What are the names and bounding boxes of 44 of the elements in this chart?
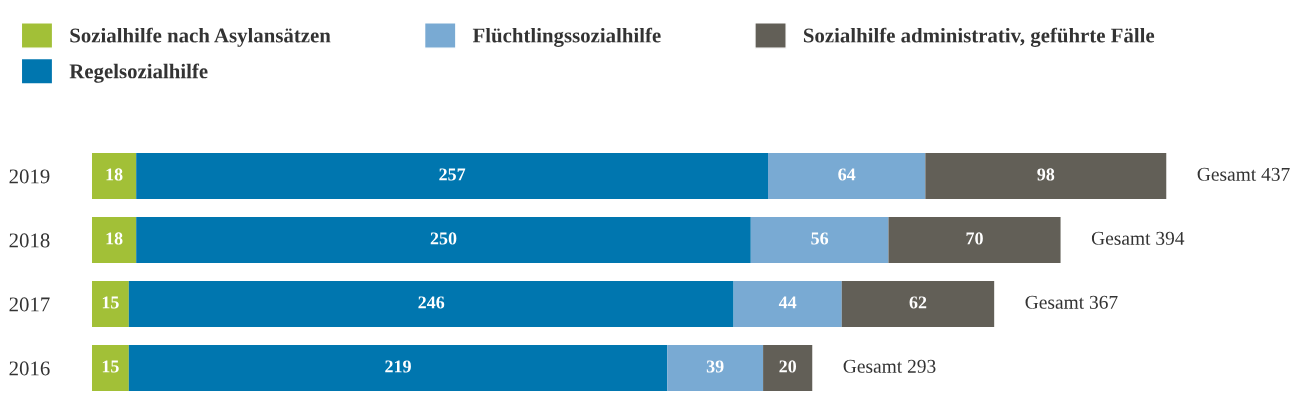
bar [136, 152, 769, 200]
data-label: 64 [838, 168, 856, 181]
data-label: 44 [778, 296, 797, 309]
data-label: 62 [909, 296, 927, 309]
bar [91, 344, 129, 392]
data-label: 39 [706, 360, 724, 373]
y-tick-label: 2017 [9, 297, 50, 312]
total-label: Gesamt 293 [843, 359, 936, 373]
bar [763, 344, 813, 392]
data-label: 15 [102, 296, 119, 309]
data-label: 56 [811, 232, 829, 245]
bar [768, 152, 926, 200]
legend-label: Sozialhilfe administrativ, geführte Fälle [803, 27, 1155, 47]
bar [128, 280, 734, 328]
bar [136, 216, 751, 264]
total-label: Gesamt 394 [1091, 231, 1185, 245]
data-label: 15 [102, 360, 119, 373]
y-tick-label: 2019 [9, 169, 50, 184]
bar [733, 280, 842, 328]
y-tick-label: 2016 [9, 361, 50, 376]
bar [841, 280, 995, 328]
legend-label: Regelsozialhilfe [69, 63, 208, 83]
data-label: 20 [779, 360, 797, 373]
legend-label: Sozialhilfe nach Asylansätzen [70, 27, 331, 47]
data-label: 250 [430, 232, 457, 245]
legend-label: Flüchtlingssozialhilfe [472, 27, 661, 47]
bar [91, 152, 137, 200]
bar [128, 344, 668, 392]
bar [750, 216, 889, 264]
bar [91, 280, 129, 328]
data-label: 219 [385, 360, 411, 373]
total-label: Gesamt 367 [1025, 295, 1118, 309]
data-label: 246 [418, 296, 445, 309]
data-label: 18 [106, 168, 123, 181]
data-label: 98 [1037, 168, 1055, 181]
data-label: 70 [966, 232, 983, 245]
y-tick-label: 2018 [9, 233, 50, 248]
bar [667, 344, 764, 392]
bar [91, 216, 137, 264]
bar [888, 216, 1061, 264]
total-label: Gesamt 437 [1197, 167, 1290, 181]
data-label: 257 [439, 168, 466, 181]
data-label: 18 [106, 232, 123, 245]
bar [925, 152, 1167, 200]
